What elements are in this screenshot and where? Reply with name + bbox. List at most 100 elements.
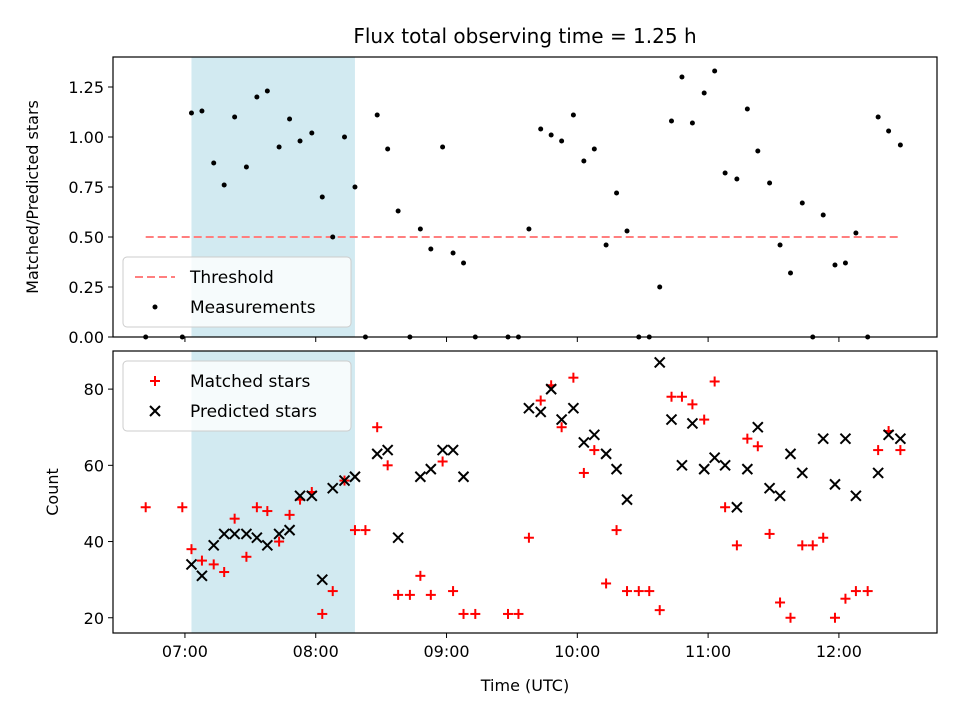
predicted-stars-point bbox=[850, 490, 862, 502]
predicted-stars-point bbox=[654, 356, 666, 369]
measurements-point bbox=[276, 144, 282, 150]
matched-stars-point bbox=[140, 502, 151, 513]
matched-stars-point bbox=[556, 422, 567, 433]
measurements-point bbox=[287, 116, 293, 122]
matched-stars-point bbox=[382, 460, 393, 471]
predicted-stars-point bbox=[414, 471, 427, 483]
matched-stars-point bbox=[196, 555, 207, 566]
measurements-point bbox=[767, 180, 773, 186]
measurements-point bbox=[297, 138, 303, 144]
measurements-point bbox=[875, 114, 881, 120]
count-y-tick-label: 40 bbox=[84, 533, 104, 552]
measurements-point bbox=[581, 158, 587, 164]
matched-stars-legend-key bbox=[150, 376, 160, 386]
time-x-axis-label: Time (UTC) bbox=[480, 676, 569, 695]
measurements-point bbox=[232, 114, 238, 120]
predicted-stars-point bbox=[306, 490, 318, 502]
ratio-legend: Threshold Measurements bbox=[122, 256, 352, 328]
predicted-stars-point bbox=[719, 459, 731, 472]
predicted-stars-point bbox=[447, 444, 459, 456]
predicted-stars-point bbox=[534, 406, 547, 418]
measurements-point bbox=[777, 242, 783, 248]
matched-stars-point bbox=[458, 608, 469, 619]
legend-box bbox=[122, 360, 352, 432]
matched-stars-point bbox=[644, 586, 655, 597]
ratio-y-tick-label: 1.25 bbox=[68, 78, 104, 97]
measurements-point bbox=[559, 138, 565, 144]
matched-stars-point bbox=[262, 506, 273, 517]
predicted-stars-point bbox=[436, 444, 449, 456]
measurements-point bbox=[897, 142, 903, 148]
measurements-point bbox=[755, 148, 761, 154]
ratio-panel: Flux total observing time = 1.25 h Match… bbox=[23, 24, 938, 347]
count-axes-frame bbox=[112, 350, 938, 634]
measurements-point bbox=[832, 262, 838, 268]
matched-stars-point bbox=[622, 586, 633, 597]
measurements-point bbox=[842, 260, 848, 266]
ratio-y-tick-label: 0.25 bbox=[68, 278, 104, 297]
predicted-stars-point bbox=[708, 451, 721, 464]
measurements-point bbox=[734, 176, 740, 182]
predicted-stars-point bbox=[392, 532, 404, 544]
matched-stars-point bbox=[862, 586, 873, 597]
predicted-stars-point bbox=[218, 528, 230, 540]
measurements-point bbox=[788, 270, 794, 276]
measurements-point bbox=[440, 144, 446, 150]
matched-stars-point bbox=[699, 414, 710, 425]
measurements-point bbox=[614, 190, 620, 196]
measurements-point bbox=[689, 120, 695, 126]
count-y-tick-label: 20 bbox=[84, 609, 104, 628]
legend-label: Threshold bbox=[189, 268, 274, 288]
matched-stars-point bbox=[393, 589, 404, 600]
matched-stars-point bbox=[219, 567, 230, 578]
measurements-point bbox=[668, 118, 674, 124]
matched-stars-point bbox=[687, 399, 698, 410]
measurements-legend-key bbox=[152, 304, 158, 310]
matched-stars-point bbox=[807, 540, 818, 551]
predicted-stars-point bbox=[829, 478, 841, 491]
measurements-point bbox=[417, 226, 423, 232]
matched-stars-point bbox=[633, 586, 644, 597]
predicted-stars-point bbox=[894, 432, 907, 445]
matched-stars-point bbox=[797, 540, 808, 551]
legend-label: Predicted stars bbox=[190, 402, 317, 422]
matched-stars-point bbox=[654, 605, 665, 616]
legend-label: Measurements bbox=[190, 298, 316, 318]
predicted-stars-series bbox=[185, 356, 907, 586]
predicted-stars-point bbox=[261, 539, 274, 552]
matched-stars-point bbox=[818, 532, 829, 543]
matched-stars-point bbox=[177, 502, 188, 513]
matched-stars-point bbox=[742, 433, 753, 444]
predicted-stars-point bbox=[839, 432, 852, 445]
predicted-stars-point bbox=[425, 463, 437, 475]
matched-stars-point bbox=[720, 502, 731, 513]
measurements-point bbox=[221, 182, 227, 188]
measurements-point bbox=[548, 132, 554, 138]
x-tick-label: 11:00 bbox=[685, 642, 731, 661]
matched-stars-point bbox=[873, 445, 884, 456]
predicted-stars-point bbox=[316, 573, 328, 586]
predicted-stars-point bbox=[567, 402, 580, 414]
predicted-stars-point bbox=[196, 570, 208, 582]
matched-stars-point bbox=[404, 589, 415, 600]
measurements-point bbox=[309, 130, 315, 136]
ratio-axes-frame bbox=[112, 56, 938, 338]
measurements-point bbox=[319, 194, 325, 200]
matched-stars-point bbox=[523, 532, 534, 543]
measurements-point bbox=[199, 108, 205, 114]
measurements-point bbox=[886, 128, 892, 134]
matched-stars-point bbox=[676, 391, 687, 402]
matched-stars-point bbox=[470, 608, 481, 619]
predicted-stars-point bbox=[338, 474, 351, 487]
measurements-point bbox=[679, 74, 685, 80]
predicted-stars-point bbox=[621, 493, 633, 506]
measurements-point bbox=[243, 164, 249, 170]
predicted-stars-point bbox=[457, 471, 470, 483]
measurements-point bbox=[395, 208, 401, 214]
x-tick-label: 12:00 bbox=[816, 642, 862, 661]
legend-box bbox=[122, 256, 352, 328]
matched-stars-point bbox=[513, 608, 524, 619]
matched-stars-point bbox=[709, 376, 720, 387]
matched-stars-point bbox=[731, 540, 742, 551]
measurements-point bbox=[352, 184, 358, 190]
